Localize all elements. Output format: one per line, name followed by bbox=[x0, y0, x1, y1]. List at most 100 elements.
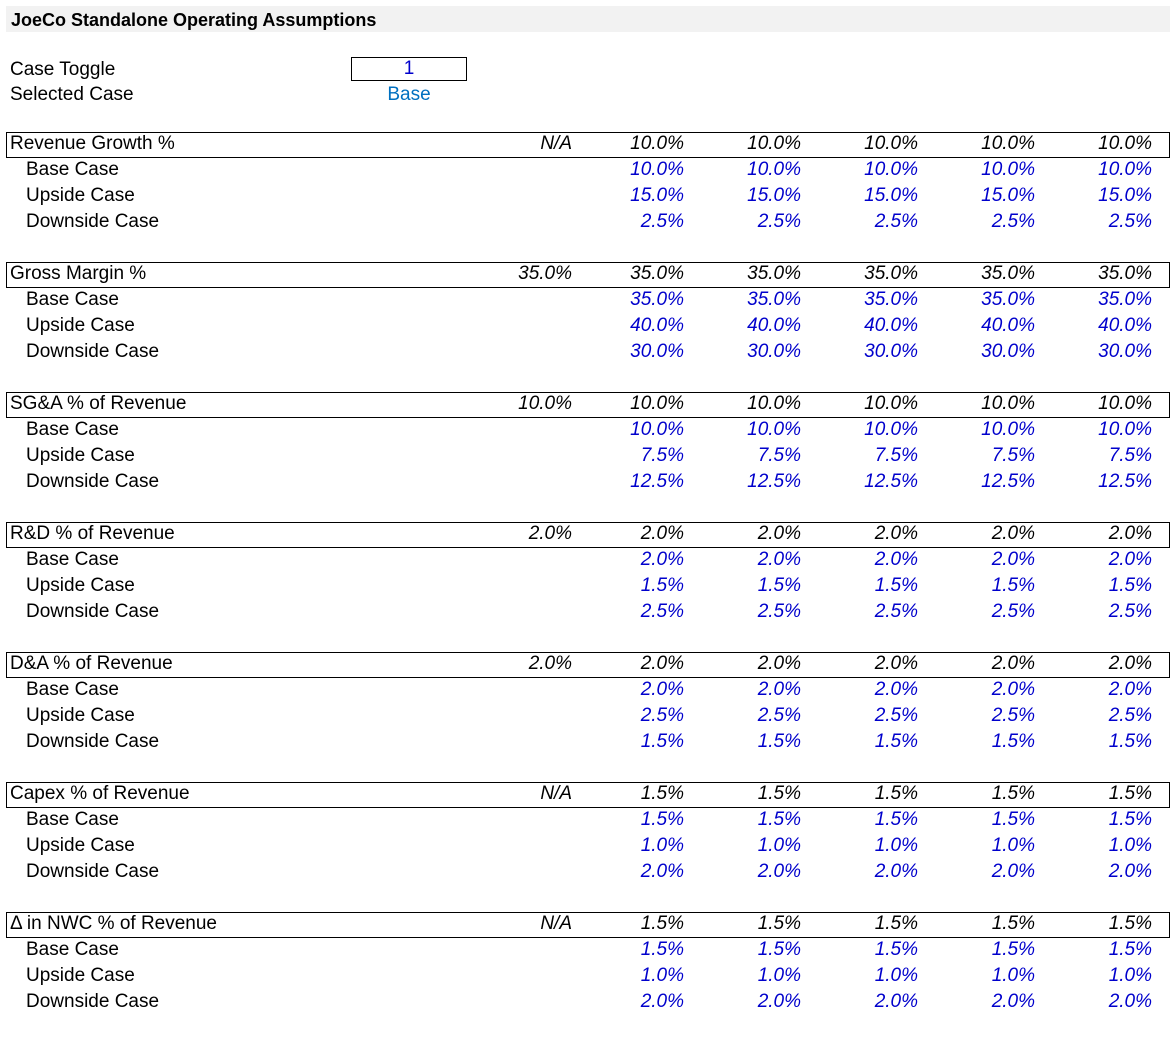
case-input-cell[interactable]: 10.0% bbox=[1098, 419, 1152, 440]
case-input-cell[interactable]: 10.0% bbox=[630, 419, 684, 440]
selected-case-value-cell[interactable]: 1.5% bbox=[991, 913, 1035, 934]
case-input-cell[interactable]: 10.0% bbox=[630, 159, 684, 180]
case-input-cell[interactable]: 2.0% bbox=[640, 679, 684, 700]
case-input-cell[interactable]: 40.0% bbox=[630, 315, 684, 336]
case-input-cell[interactable]: 40.0% bbox=[981, 315, 1035, 336]
case-input-cell[interactable]: 10.0% bbox=[864, 159, 918, 180]
case-input-cell[interactable]: 10.0% bbox=[864, 419, 918, 440]
case-input-cell[interactable]: 2.5% bbox=[757, 705, 801, 726]
case-input-cell[interactable]: 1.5% bbox=[757, 939, 801, 960]
case-input-cell[interactable]: 40.0% bbox=[1098, 315, 1152, 336]
case-input-cell[interactable]: 1.5% bbox=[757, 575, 801, 596]
case-input-cell[interactable]: 2.5% bbox=[1108, 705, 1152, 726]
case-input-cell[interactable]: 2.0% bbox=[991, 861, 1035, 882]
case-input-cell[interactable]: 1.5% bbox=[757, 731, 801, 752]
selected-case-value-cell[interactable]: 2.0% bbox=[874, 653, 918, 674]
case-input-cell[interactable]: 2.5% bbox=[757, 211, 801, 232]
case-input-cell[interactable]: 2.5% bbox=[874, 705, 918, 726]
selected-case-value-cell[interactable]: 2.0% bbox=[1108, 653, 1152, 674]
case-input-cell[interactable]: 10.0% bbox=[981, 419, 1035, 440]
case-input-cell[interactable]: 15.0% bbox=[747, 185, 801, 206]
case-input-cell[interactable]: 12.5% bbox=[747, 471, 801, 492]
case-input-cell[interactable]: 2.0% bbox=[991, 549, 1035, 570]
case-input-cell[interactable]: 2.5% bbox=[640, 211, 684, 232]
case-input-cell[interactable]: 40.0% bbox=[864, 315, 918, 336]
case-input-cell[interactable]: 1.5% bbox=[640, 809, 684, 830]
case-input-cell[interactable]: 2.0% bbox=[991, 991, 1035, 1012]
case-input-cell[interactable]: 1.5% bbox=[640, 731, 684, 752]
case-input-cell[interactable]: 2.0% bbox=[1108, 549, 1152, 570]
case-input-cell[interactable]: 30.0% bbox=[1098, 341, 1152, 362]
case-input-cell[interactable]: 7.5% bbox=[757, 445, 801, 466]
case-input-cell[interactable]: 2.0% bbox=[757, 861, 801, 882]
case-input-cell[interactable]: 7.5% bbox=[874, 445, 918, 466]
case-input-cell[interactable]: 2.5% bbox=[991, 601, 1035, 622]
case-input-cell[interactable]: 15.0% bbox=[981, 185, 1035, 206]
historical-value-cell[interactable]: N/A bbox=[540, 133, 572, 154]
selected-case-value-cell[interactable]: 2.0% bbox=[874, 523, 918, 544]
case-input-cell[interactable]: 10.0% bbox=[1098, 159, 1152, 180]
selected-case-value-cell[interactable]: 1.5% bbox=[640, 783, 684, 804]
selected-case-value-cell[interactable]: 2.0% bbox=[757, 523, 801, 544]
case-input-cell[interactable]: 1.5% bbox=[640, 575, 684, 596]
historical-value-cell[interactable]: 35.0% bbox=[518, 263, 572, 284]
case-input-cell[interactable]: 2.0% bbox=[1108, 679, 1152, 700]
case-input-cell[interactable]: 2.0% bbox=[757, 679, 801, 700]
selected-case-value-cell[interactable]: 2.0% bbox=[640, 653, 684, 674]
selected-case-value-cell[interactable]: 2.0% bbox=[1108, 523, 1152, 544]
case-input-cell[interactable]: 15.0% bbox=[864, 185, 918, 206]
case-input-cell[interactable]: 12.5% bbox=[630, 471, 684, 492]
selected-case-value-cell[interactable]: 1.5% bbox=[991, 783, 1035, 804]
selected-case-value-cell[interactable]: 35.0% bbox=[981, 263, 1035, 284]
case-input-cell[interactable]: 1.0% bbox=[757, 835, 801, 856]
selected-case-value-cell[interactable]: 35.0% bbox=[630, 263, 684, 284]
case-input-cell[interactable]: 1.5% bbox=[874, 575, 918, 596]
selected-case-value-cell[interactable]: 1.5% bbox=[1108, 913, 1152, 934]
historical-value-cell[interactable]: 10.0% bbox=[518, 393, 572, 414]
selected-case-value-cell[interactable]: 1.5% bbox=[874, 783, 918, 804]
case-input-cell[interactable]: 1.5% bbox=[874, 939, 918, 960]
case-toggle-input[interactable] bbox=[351, 57, 467, 81]
selected-case-value-cell[interactable]: 1.5% bbox=[640, 913, 684, 934]
case-input-cell[interactable]: 10.0% bbox=[747, 419, 801, 440]
case-input-cell[interactable]: 2.5% bbox=[991, 211, 1035, 232]
case-input-cell[interactable]: 2.5% bbox=[991, 705, 1035, 726]
case-input-cell[interactable]: 12.5% bbox=[864, 471, 918, 492]
case-input-cell[interactable]: 1.5% bbox=[757, 809, 801, 830]
case-input-cell[interactable]: 1.0% bbox=[640, 835, 684, 856]
selected-case-value-cell[interactable]: 10.0% bbox=[747, 133, 801, 154]
case-input-cell[interactable]: 2.0% bbox=[640, 549, 684, 570]
selected-case-value-cell[interactable]: 10.0% bbox=[1098, 393, 1152, 414]
case-input-cell[interactable]: 2.0% bbox=[874, 679, 918, 700]
case-input-cell[interactable]: 1.5% bbox=[1108, 809, 1152, 830]
case-input-cell[interactable]: 1.0% bbox=[1108, 835, 1152, 856]
case-input-cell[interactable]: 2.0% bbox=[757, 549, 801, 570]
selected-case-value-cell[interactable]: 10.0% bbox=[1098, 133, 1152, 154]
case-input-cell[interactable]: 30.0% bbox=[981, 341, 1035, 362]
case-input-cell[interactable]: 2.5% bbox=[1108, 211, 1152, 232]
case-input-cell[interactable]: 2.0% bbox=[640, 861, 684, 882]
case-input-cell[interactable]: 30.0% bbox=[864, 341, 918, 362]
case-input-cell[interactable]: 35.0% bbox=[1098, 289, 1152, 310]
case-input-cell[interactable]: 1.5% bbox=[874, 731, 918, 752]
case-input-cell[interactable]: 35.0% bbox=[864, 289, 918, 310]
case-input-cell[interactable]: 35.0% bbox=[981, 289, 1035, 310]
selected-case-value-cell[interactable]: 2.0% bbox=[991, 523, 1035, 544]
selected-case-value-cell[interactable]: 10.0% bbox=[747, 393, 801, 414]
case-input-cell[interactable]: 2.0% bbox=[1108, 991, 1152, 1012]
case-input-cell[interactable]: 2.0% bbox=[874, 991, 918, 1012]
case-input-cell[interactable]: 2.5% bbox=[874, 601, 918, 622]
case-input-cell[interactable]: 2.5% bbox=[640, 601, 684, 622]
case-input-cell[interactable]: 2.0% bbox=[757, 991, 801, 1012]
case-input-cell[interactable]: 35.0% bbox=[747, 289, 801, 310]
case-input-cell[interactable]: 35.0% bbox=[630, 289, 684, 310]
selected-case-value-cell[interactable]: 35.0% bbox=[747, 263, 801, 284]
case-input-cell[interactable]: 2.5% bbox=[640, 705, 684, 726]
case-input-cell[interactable]: 10.0% bbox=[981, 159, 1035, 180]
case-input-cell[interactable]: 10.0% bbox=[747, 159, 801, 180]
case-input-cell[interactable]: 2.5% bbox=[757, 601, 801, 622]
selected-case-value-cell[interactable]: 10.0% bbox=[864, 133, 918, 154]
case-input-cell[interactable]: 2.5% bbox=[874, 211, 918, 232]
case-input-cell[interactable]: 1.0% bbox=[640, 965, 684, 986]
case-input-cell[interactable]: 1.5% bbox=[1108, 939, 1152, 960]
